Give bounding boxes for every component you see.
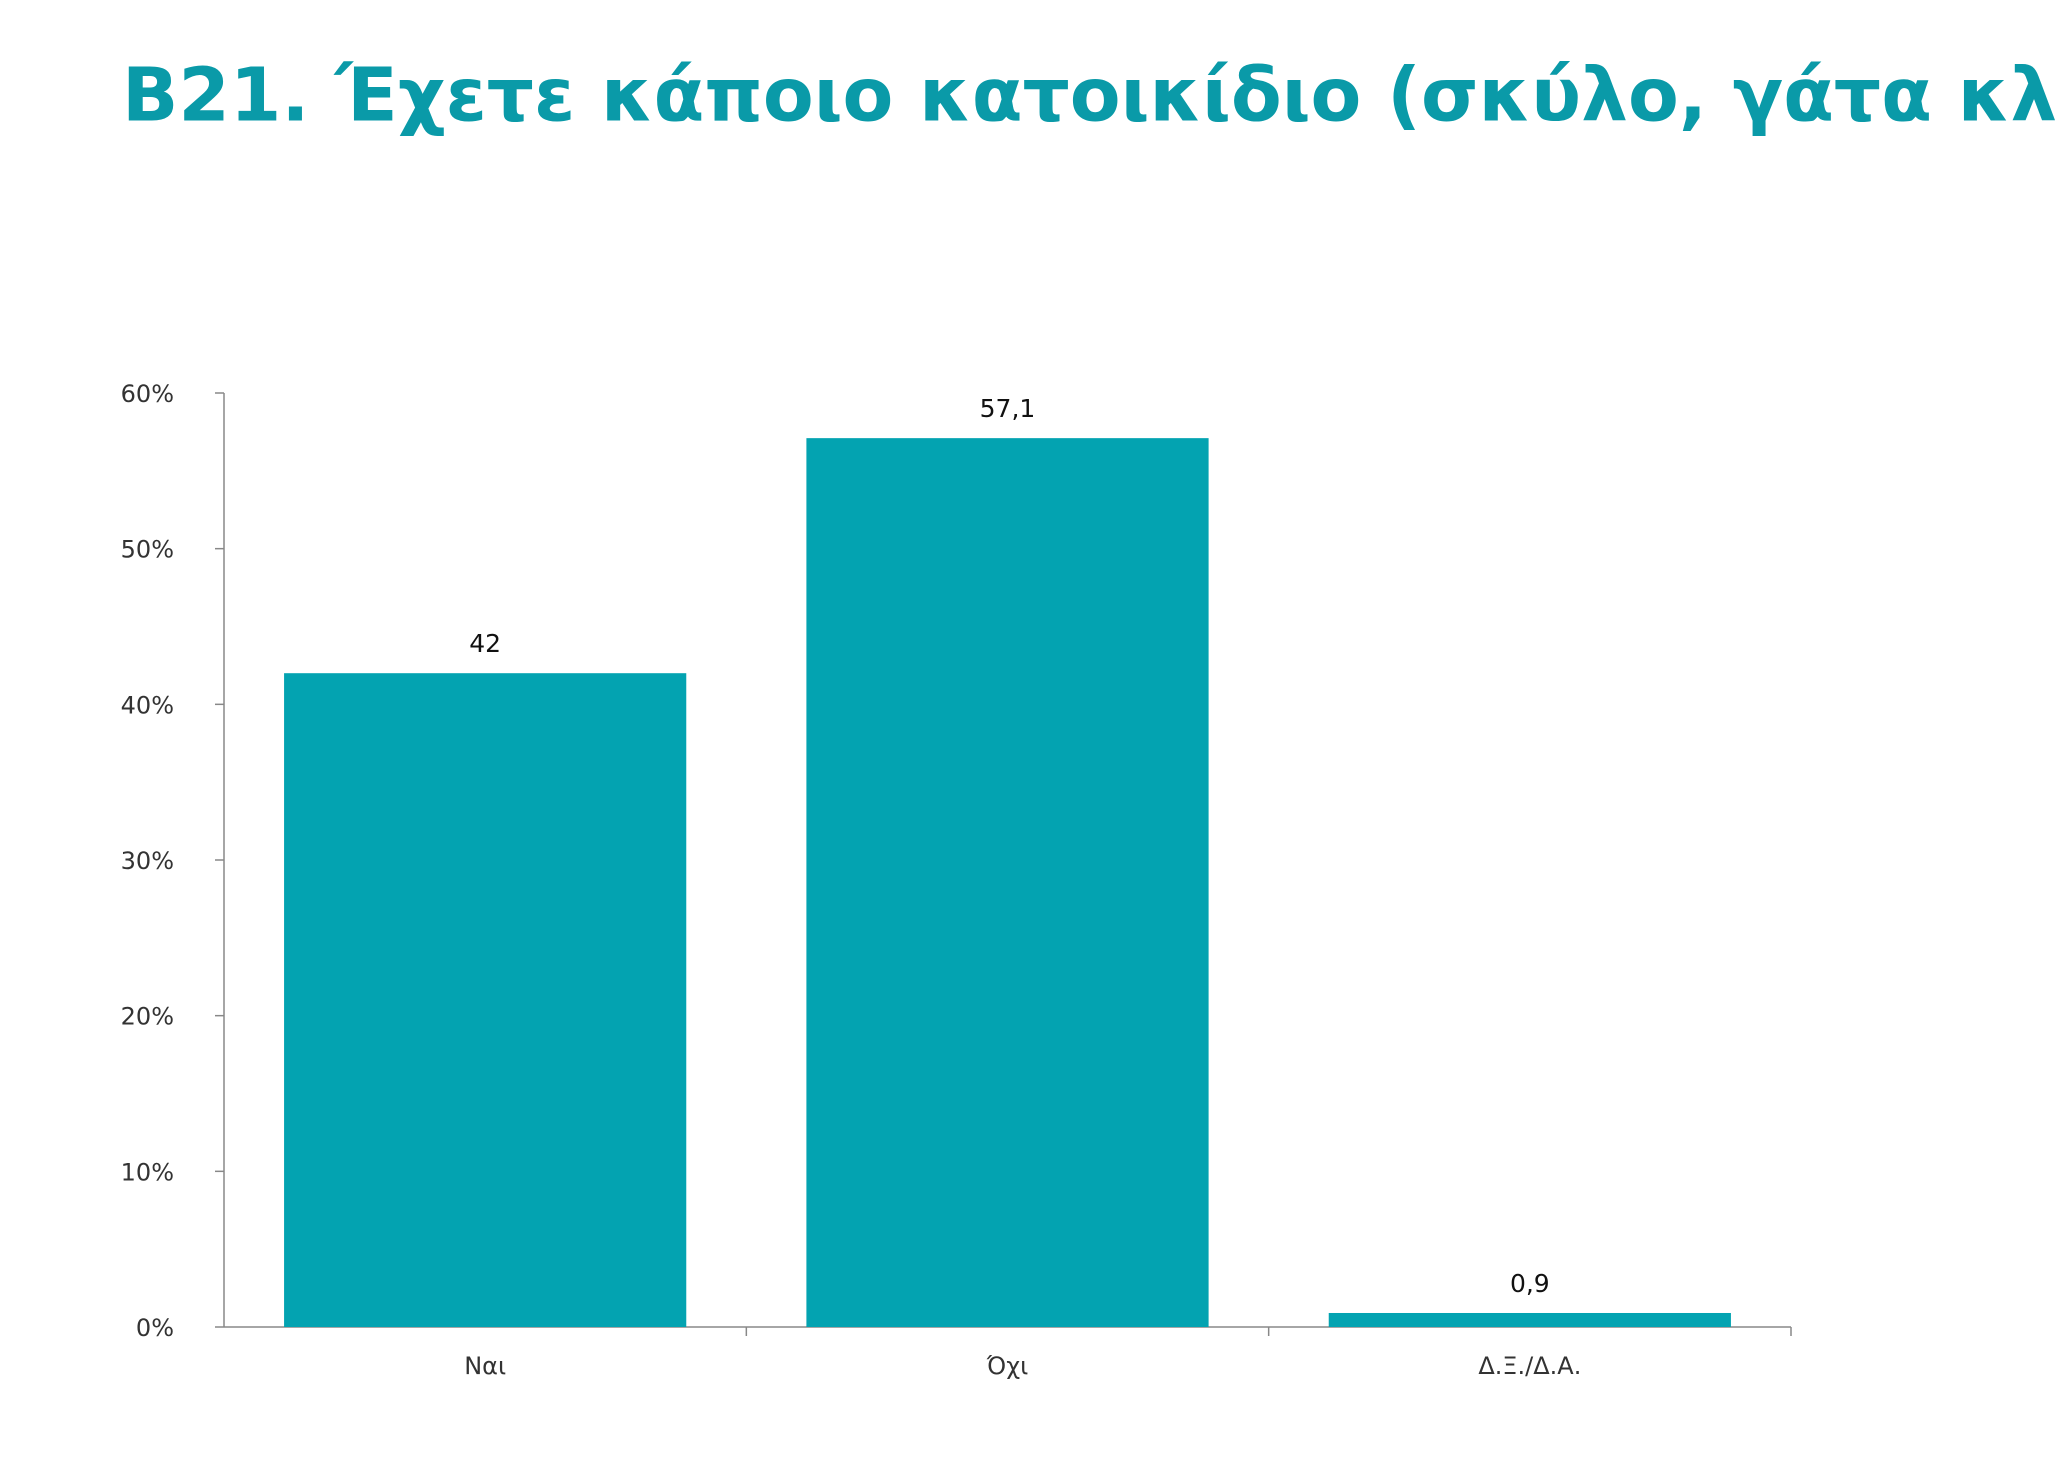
bar — [1328, 1312, 1731, 1327]
y-tick-label: 30% — [121, 847, 174, 875]
y-tick-label: 50% — [121, 536, 174, 564]
value-label: 57,1 — [980, 394, 1036, 423]
value-label: 42 — [469, 629, 501, 658]
x-tick-label: Δ.Ξ./Δ.Α. — [1478, 1352, 1581, 1380]
chart-title: Β21. Έχετε κάποιο κατοικίδιο (σκύλο, γάτ… — [122, 53, 2060, 139]
y-tick-label: 40% — [121, 691, 174, 719]
bar — [806, 438, 1209, 1328]
y-tick-label: 20% — [121, 1003, 174, 1031]
value-label: 0,9 — [1510, 1269, 1550, 1298]
bar — [284, 673, 687, 1327]
y-tick-label: 0% — [136, 1314, 174, 1342]
y-tick-label: 60% — [121, 380, 174, 408]
y-tick-label: 10% — [121, 1158, 174, 1186]
x-tick-label: Ναι — [464, 1352, 506, 1380]
x-tick-label: Όχι — [986, 1352, 1028, 1380]
